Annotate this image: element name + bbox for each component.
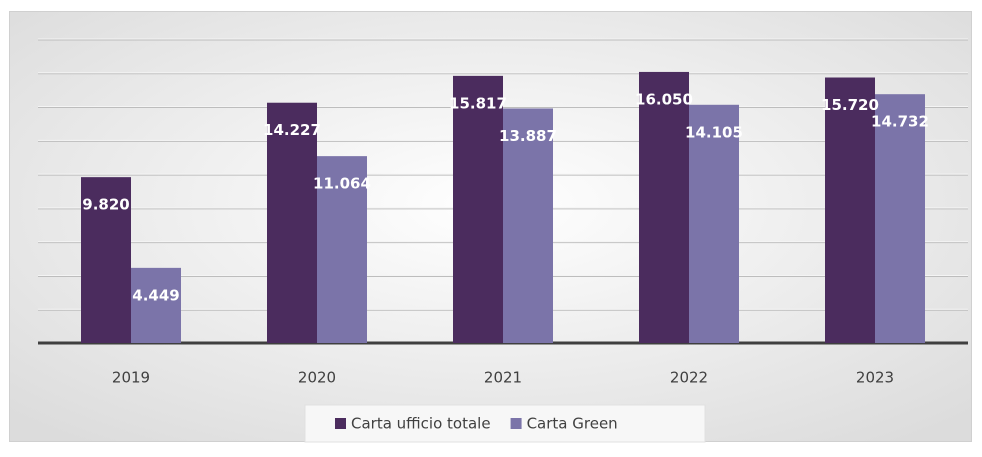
value-label: 11.064: [313, 175, 371, 193]
x-tick-label: 2023: [856, 369, 894, 387]
legend-label: Carta Green: [527, 415, 618, 433]
legend: Carta ufficio totale Carta Green: [335, 415, 618, 433]
bar: [875, 94, 925, 343]
legend-label: Carta ufficio totale: [351, 415, 491, 433]
bar: [81, 177, 131, 343]
value-label: 15.817: [449, 94, 507, 112]
legend-box: [304, 404, 706, 443]
x-tick-label: 2019: [112, 369, 150, 387]
bar: [503, 108, 553, 344]
bar: [825, 77, 875, 344]
bar: [131, 267, 181, 343]
value-label: 14.732: [871, 113, 929, 131]
bar: [317, 156, 367, 343]
value-label: 13.887: [499, 127, 557, 145]
bars: [81, 71, 925, 344]
labels: 2019 9.820 4.449 2020 14.227 11.064 2021 15.817…: [82, 90, 929, 386]
x-tick-label: 2022: [670, 369, 708, 387]
value-label: 15.720: [821, 96, 879, 114]
bar: [639, 71, 689, 343]
value-label: 14.227: [263, 121, 321, 139]
bar: [453, 75, 503, 344]
legend-swatch: [510, 418, 522, 429]
x-tick-label: 2021: [484, 369, 522, 387]
value-label: 16.050: [635, 90, 693, 108]
legend-swatch: [335, 418, 346, 429]
bar: [267, 102, 317, 344]
value-label: 9.820: [82, 196, 129, 214]
bar: [689, 104, 739, 343]
x-tick-label: 2020: [298, 369, 336, 387]
value-label: 4.449: [132, 286, 179, 304]
value-label: 14.105: [685, 123, 743, 141]
